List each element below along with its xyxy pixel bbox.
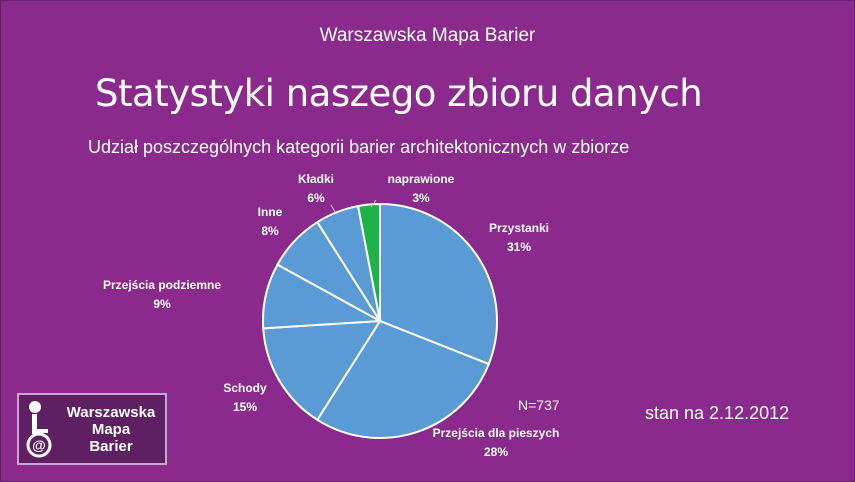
pie-slice-przejscia-dla-pieszych xyxy=(315,319,491,439)
pie-slice-schody xyxy=(262,319,382,422)
date-label: stan na 2.12.2012 xyxy=(645,403,790,423)
pie-slice-przystanki xyxy=(379,202,498,366)
svg-text:@: @ xyxy=(32,437,46,453)
slice-value-inne: 8% xyxy=(261,224,279,238)
logo-line-1: Warszawska xyxy=(66,403,156,421)
wheelchair-icon: @ xyxy=(26,401,52,458)
slice-value-kladki: 6% xyxy=(307,191,325,205)
slice-label-schody: Schody xyxy=(223,381,267,395)
slice-label-przejscia-dla-pieszych: Przejścia dla pieszych xyxy=(433,426,560,440)
header-text: Warszawska Mapa Barier xyxy=(319,25,536,46)
sample-size-label: N=737 xyxy=(518,397,560,413)
slice-value-schody: 15% xyxy=(233,400,257,414)
slice-label-kladki: Kładki xyxy=(298,172,334,186)
slice-label-przejscia-podziemne: Przejścia podziemne xyxy=(103,278,221,292)
page-title: Statystyki naszego zbioru danych xyxy=(95,72,703,115)
slice-label-naprawione: naprawione xyxy=(388,172,455,186)
leader-line xyxy=(370,199,377,208)
slice-value-przejscia-dla-pieszych: 28% xyxy=(484,445,508,459)
logo-line-3: Barier xyxy=(89,437,133,455)
slice-label-inne: Inne xyxy=(258,205,283,219)
pie-slice-naprawione xyxy=(356,202,381,322)
logo-line-2: Mapa xyxy=(91,420,131,438)
slice-label-przystanki: Przystanki xyxy=(489,221,549,235)
leader-line xyxy=(330,204,336,213)
logo: @ Warszawska Mapa Barier xyxy=(17,393,167,465)
chart-subtitle: Udział poszczególnych kategorii barier a… xyxy=(88,137,630,157)
slice-value-naprawione: 3% xyxy=(412,191,430,205)
slice-value-przejscia-podziemne: 9% xyxy=(153,297,171,311)
slice-value-przystanki: 31% xyxy=(507,240,531,254)
logo-text: Warszawska Mapa Barier xyxy=(61,404,165,455)
